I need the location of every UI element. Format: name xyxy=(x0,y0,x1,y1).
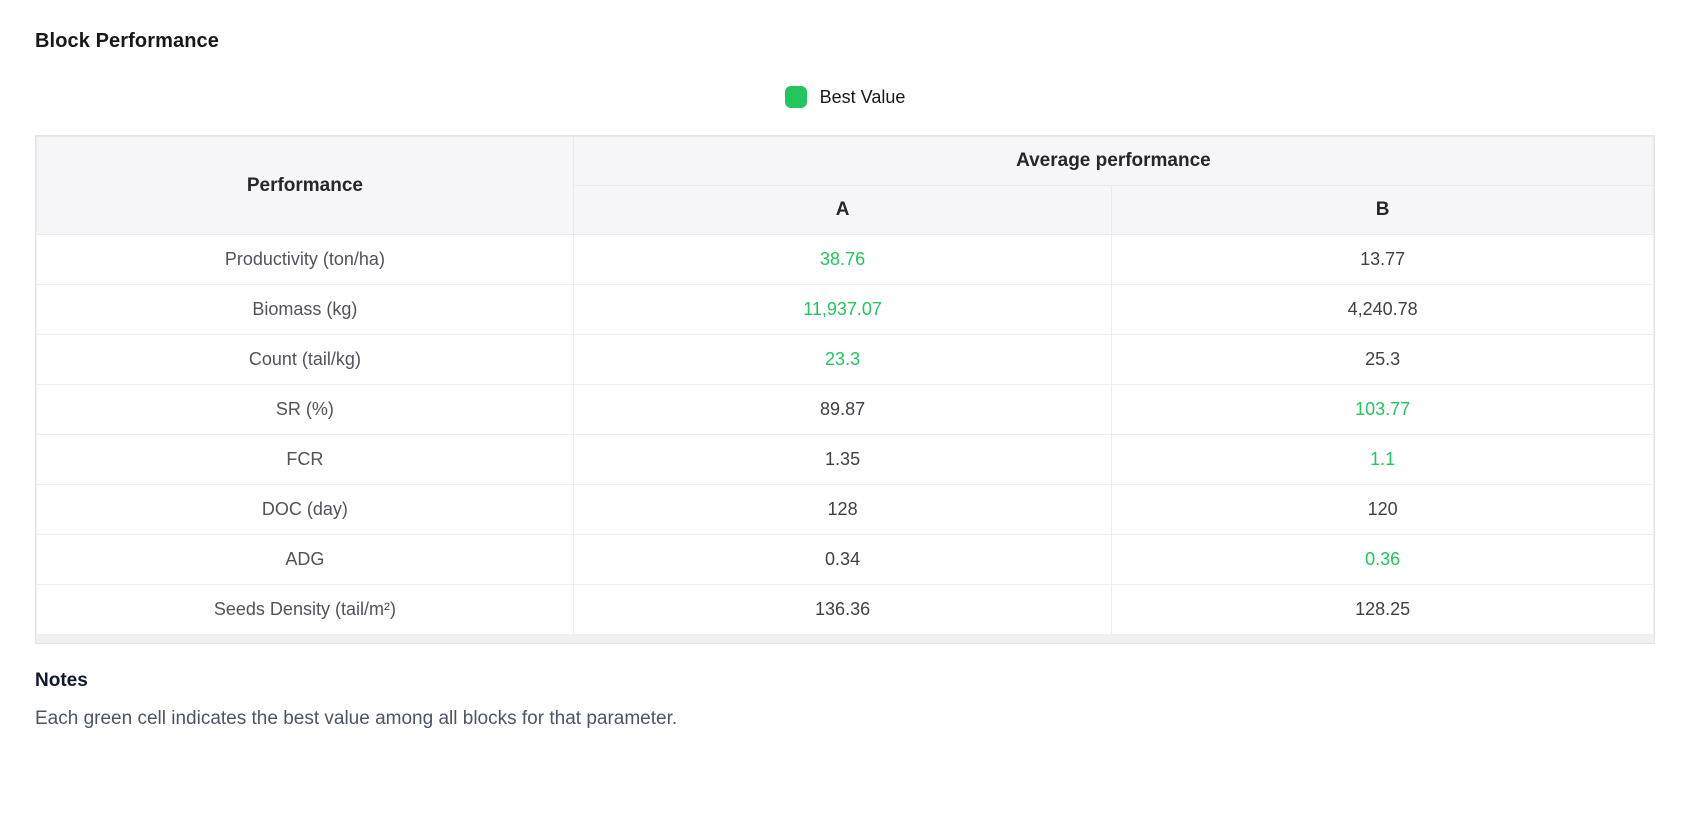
column-header-block-a: A xyxy=(572,185,1113,235)
best-value-swatch-icon xyxy=(784,86,807,108)
cell-b: 13.77 xyxy=(1111,234,1654,285)
cell-a: 128 xyxy=(572,484,1113,535)
performance-table: Performance Average performance A B Prod… xyxy=(36,136,1655,635)
cell-value-b: 4,240.78 xyxy=(1347,299,1418,319)
cell-value-a: 23.3 xyxy=(825,349,861,369)
cell-a: 23.3 xyxy=(572,334,1113,385)
block-performance-panel: Block Performance Best Value Performance… xyxy=(35,30,1655,729)
page-title: Block Performance xyxy=(35,30,219,52)
table-row-seeds-density: Seeds Density (tail/m²) 136.36 128.25 xyxy=(36,584,1654,635)
table-row-adg: ADG 0.34 0.36 xyxy=(36,534,1654,585)
row-label: Biomass (kg) xyxy=(36,284,574,335)
cell-b: 128.25 xyxy=(1111,584,1654,635)
notes-heading: Notes xyxy=(35,670,88,691)
cell-value-b: 0.36 xyxy=(1365,549,1401,569)
row-label: Seeds Density (tail/m²) xyxy=(36,584,574,635)
cell-b: 0.36 xyxy=(1111,534,1654,585)
cell-value-a: 128 xyxy=(827,499,858,519)
cell-b: 120 xyxy=(1111,484,1654,535)
cell-value-b: 128.25 xyxy=(1355,599,1411,619)
cell-b: 103.77 xyxy=(1111,384,1654,435)
cell-a: 0.34 xyxy=(572,534,1113,585)
row-label: DOC (day) xyxy=(36,484,574,535)
cell-a: 38.76 xyxy=(572,234,1113,285)
legend-label: Best Value xyxy=(819,86,906,107)
column-header-performance: Performance xyxy=(36,136,574,235)
cell-a: 89.87 xyxy=(572,384,1113,435)
table-header-row-group: Performance Average performance xyxy=(36,136,1655,235)
row-label: ADG xyxy=(36,534,574,585)
table-row-count: Count (tail/kg) 23.3 25.3 xyxy=(36,334,1654,385)
cell-value-b: 25.3 xyxy=(1365,349,1401,369)
cell-b: 1.1 xyxy=(1111,434,1654,485)
notes-text: Each green cell indicates the best value… xyxy=(35,708,678,729)
row-label: SR (%) xyxy=(36,384,574,435)
table-row-fcr: FCR 1.35 1.1 xyxy=(36,434,1654,485)
row-label: Count (tail/kg) xyxy=(36,334,574,385)
table-row-sr: SR (%) 89.87 103.77 xyxy=(36,384,1654,435)
cell-a: 11,937.07 xyxy=(572,284,1113,335)
table-row-biomass: Biomass (kg) 11,937.07 4,240.78 xyxy=(36,284,1654,335)
cell-value-a: 1.35 xyxy=(825,449,861,469)
table-row-productivity: Productivity (ton/ha) 38.76 13.77 xyxy=(36,234,1654,285)
table-row-doc: DOC (day) 128 120 xyxy=(36,484,1654,535)
cell-value-b: 120 xyxy=(1367,499,1398,519)
cell-a: 1.35 xyxy=(572,434,1113,485)
column-header-block-b: B xyxy=(1111,185,1654,235)
cell-value-a: 11,937.07 xyxy=(803,299,882,319)
row-label: FCR xyxy=(36,434,574,485)
cell-b: 4,240.78 xyxy=(1111,284,1654,335)
table-header-row-blocks: A B xyxy=(37,185,1654,235)
cell-value-b: 1.1 xyxy=(1370,449,1396,469)
cell-value-b: 103.77 xyxy=(1355,399,1411,419)
group-header-average-performance: Average performance xyxy=(572,136,1655,186)
cell-b: 25.3 xyxy=(1111,334,1654,385)
row-label: Productivity (ton/ha) xyxy=(36,234,574,285)
cell-value-b: 13.77 xyxy=(1360,249,1406,269)
cell-value-a: 89.87 xyxy=(820,399,866,419)
cell-value-a: 0.34 xyxy=(825,549,861,569)
legend: Best Value xyxy=(35,86,1655,108)
cell-value-a: 136.36 xyxy=(815,599,871,619)
horizontal-scrollbar[interactable] xyxy=(36,635,1654,643)
performance-table-container: Performance Average performance A B Prod… xyxy=(35,135,1655,644)
cell-a: 136.36 xyxy=(572,584,1113,635)
cell-value-a: 38.76 xyxy=(820,249,866,269)
